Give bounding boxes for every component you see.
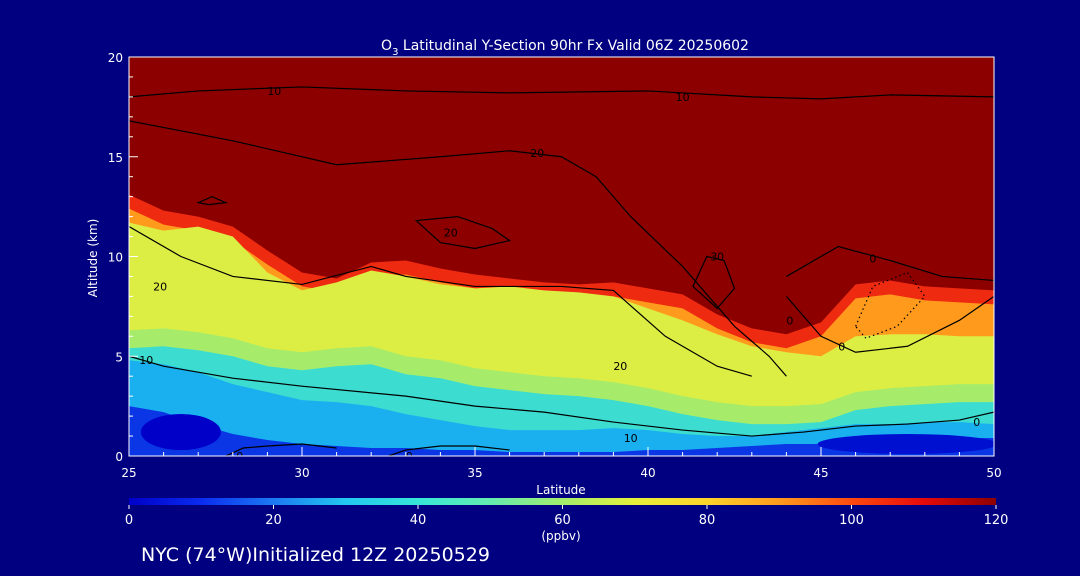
x-axis-label: Latitude bbox=[536, 483, 585, 497]
contour-label-12: 0 bbox=[786, 314, 793, 327]
contour-line-7 bbox=[388, 445, 510, 456]
contour-label-7: 0 bbox=[236, 450, 243, 463]
colorbar-tick-label-0: 0 bbox=[125, 513, 133, 528]
contour-label-6: 10 bbox=[624, 432, 638, 445]
y-tick-label-0: 0 bbox=[115, 450, 123, 464]
colorbar: 0 20 40 60 80 100 120 (ppbv) bbox=[125, 498, 1009, 543]
x-tick-label-45: 45 bbox=[813, 466, 828, 480]
y-tick-label-5: 5 bbox=[115, 350, 123, 364]
chart-title-subscript: 3 bbox=[392, 47, 398, 58]
band-low bbox=[129, 360, 994, 456]
contour-label-14: 20 bbox=[444, 227, 458, 240]
footer-caption: NYC (74°W)Initialized 12Z 20250529 bbox=[141, 544, 490, 566]
band-min-pocket-east bbox=[817, 434, 994, 455]
contour-label-11: 0 bbox=[869, 252, 876, 265]
y-tick-label-10: 10 bbox=[108, 251, 123, 265]
x-tick-label-50: 50 bbox=[986, 466, 1001, 480]
contour-line-4 bbox=[785, 295, 994, 353]
contour-label-13: 30 bbox=[710, 251, 724, 264]
contour-label-8: 0 bbox=[406, 450, 413, 463]
y-axis-label: Altitude (km) bbox=[86, 219, 100, 298]
colorbar-tick-label-100: 100 bbox=[839, 513, 864, 528]
x-axis: 25 30 35 40 45 50 bbox=[121, 447, 1002, 480]
closed-contour-0 bbox=[414, 215, 512, 250]
contour-line-2 bbox=[129, 226, 752, 377]
colorbar-gradient bbox=[129, 498, 996, 505]
colorbar-tick-label-120: 120 bbox=[984, 513, 1009, 528]
x-tick-label-25: 25 bbox=[121, 466, 136, 480]
contour-line-0 bbox=[129, 86, 994, 100]
contour-label-1: 10 bbox=[676, 91, 690, 104]
band-min-pocket-west bbox=[140, 414, 221, 451]
contour-label-0: 10 bbox=[267, 85, 281, 98]
chart-title: O3 Latitudinal Y-Section 90hr Fx Valid 0… bbox=[381, 38, 749, 58]
colorbar-tick-label-40: 40 bbox=[410, 513, 427, 528]
y-tick-label-15: 15 bbox=[108, 151, 123, 165]
y-axis: 0 5 10 15 20 bbox=[108, 51, 138, 464]
closed-contour-2 bbox=[196, 195, 229, 206]
closed-contour-1 bbox=[692, 255, 736, 310]
contour-label-5: 10 bbox=[139, 354, 153, 367]
contour-label-4: 20 bbox=[613, 360, 627, 373]
contour-line-6 bbox=[225, 443, 337, 456]
chart-title-text: Latitudinal Y-Section 90hr Fx Valid 06Z … bbox=[398, 38, 749, 54]
colorbar-tick-label-80: 80 bbox=[699, 513, 716, 528]
contour-label-9: 0 bbox=[838, 340, 845, 353]
colorbar-tick-label-20: 20 bbox=[265, 513, 282, 528]
contour-line-3 bbox=[129, 355, 994, 437]
x-tick-label-30: 30 bbox=[294, 466, 309, 480]
contour-line-5 bbox=[786, 245, 994, 282]
x-tick-label-35: 35 bbox=[467, 466, 482, 480]
colorbar-unit-label: (ppbv) bbox=[541, 529, 580, 543]
contour-label-2: 20 bbox=[530, 147, 544, 160]
plot-area: 10 10 20 20 20 10 10 0 0 0 0 0 0 30 20 bbox=[128, 56, 995, 463]
x-tick-label-40: 40 bbox=[640, 466, 655, 480]
contour-line-1 bbox=[129, 120, 787, 377]
colorbar-tick-label-60: 60 bbox=[554, 513, 571, 528]
contour-label-3: 20 bbox=[153, 280, 167, 293]
y-tick-label-20: 20 bbox=[108, 51, 123, 65]
contour-label-10: 0 bbox=[973, 416, 980, 429]
chart-title-prefix: O bbox=[381, 38, 392, 54]
